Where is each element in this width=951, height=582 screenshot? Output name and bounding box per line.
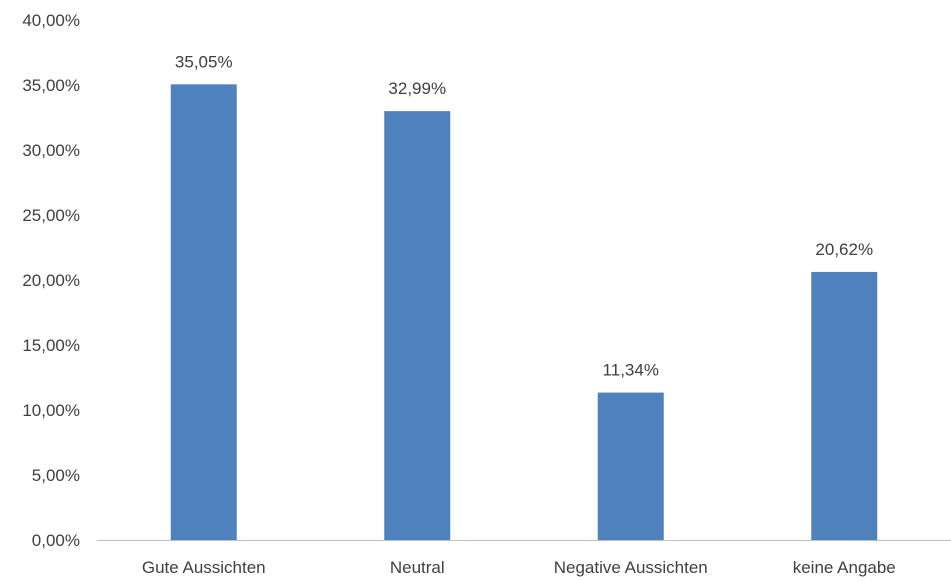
x-tick-label: Gute Aussichten [142,558,266,577]
y-tick-label: 5,00% [32,466,80,485]
data-label: 32,99% [388,79,446,98]
y-tick-label: 30,00% [22,141,80,160]
y-tick-label: 10,00% [22,401,80,420]
y-tick-label: 20,00% [22,271,80,290]
bar [597,392,664,540]
y-tick-label: 40,00% [22,11,80,30]
y-tick-label: 15,00% [22,336,80,355]
x-axis: Gute Aussichten Neutral Negative Aussichte… [142,558,896,577]
y-tick-label: 35,00% [22,76,80,95]
bar [170,84,237,540]
y-axis: 0,00% 5,00% 10,00% 15,00% 20,00% 25,00% 30,00%… [22,11,80,550]
data-label: 35,05% [175,52,233,71]
data-label: 11,34% [603,361,659,380]
bar [811,271,878,540]
x-tick-label: Neutral [390,558,445,577]
data-label: 20,62% [815,240,873,259]
data-labels: 35,05% 32,99% 11,34% 20,62% [175,52,873,379]
bar [384,111,451,540]
x-tick-label: Negative Aussichten [554,558,708,577]
y-tick-label: 25,00% [22,206,80,225]
x-tick-label: keine Angabe [793,558,896,577]
y-tick-label: 0,00% [32,531,80,550]
bar-series [170,84,878,540]
